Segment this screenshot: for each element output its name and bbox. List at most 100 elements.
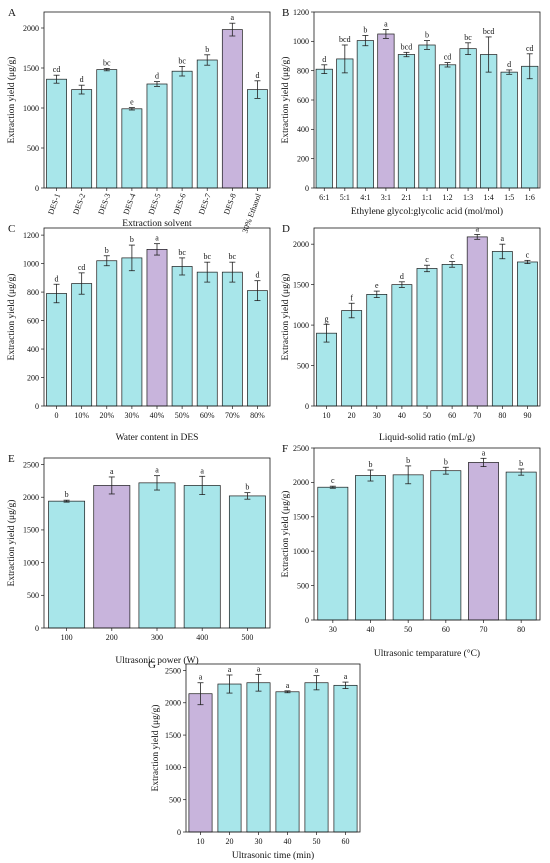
panel-d-bar xyxy=(316,332,337,407)
panel-e-significance-label: a xyxy=(110,467,114,476)
panel-a-plot-frame xyxy=(43,11,271,189)
panel-f-significance-label: b xyxy=(444,457,448,466)
panel-a-bar xyxy=(146,83,168,189)
panel-b-y-tick-label: 600 xyxy=(297,96,309,105)
panel-g-y-tick-label: 2500 xyxy=(165,666,181,675)
panel-e-y-tick-label: 2000 xyxy=(23,493,39,502)
panel-f-y-axis-title: Extraction yield (μg/g) xyxy=(280,491,291,578)
panel-a-bar xyxy=(171,70,193,189)
panel-g-significance-label: a xyxy=(315,666,319,675)
panel-d-y-axis-title: Extraction yield (μg/g) xyxy=(280,274,291,361)
panel-b-significance-label: cd xyxy=(444,53,452,62)
panel-d-letter: D xyxy=(282,223,290,235)
panel-a-x-tick-label: DES-4 xyxy=(122,192,138,216)
panel-e-error-bar xyxy=(63,499,70,503)
panel-a-x-tick-label: DES-1 xyxy=(46,192,62,216)
panel-e-bar xyxy=(228,495,266,629)
panel-g: Ga 10 a 20 a 30 a 40 a 50 a 60 0 500 1000 1500 2000 2500 U… xyxy=(148,659,361,861)
panel-a-significance-label: d xyxy=(80,75,84,84)
panel-d-error-bar xyxy=(373,290,380,298)
panel-a-significance-label: a xyxy=(231,13,235,22)
panel-a-x-axis-title: Extraction solvent xyxy=(122,219,192,229)
panel-a-bar xyxy=(46,78,67,189)
panel-e-significance-label: a xyxy=(155,466,159,475)
panel-c-error-bar xyxy=(53,283,60,304)
panel-a-bar xyxy=(121,108,143,189)
panel-g-significance-label: a xyxy=(257,664,261,673)
panel-b-x-tick-label: 1:3 xyxy=(463,193,473,202)
panel-d-significance-label: c xyxy=(450,252,454,261)
panel-a-x-tick-label: DES-7 xyxy=(197,192,213,216)
panel-f-bar xyxy=(355,475,386,621)
panel-c-significance-label: b xyxy=(105,246,109,255)
panel-g-significance-label: a xyxy=(286,681,290,690)
panel-g-error-bar xyxy=(284,690,291,694)
panel-e-y-tick-label: 1000 xyxy=(23,558,39,567)
panel-g-significance-label: a xyxy=(228,665,232,674)
panel-g-letter: G xyxy=(148,659,156,671)
panel-d-significance-label: g xyxy=(325,314,329,323)
panel-b-x-tick-label: 4:1 xyxy=(360,193,370,202)
panel-c-bar xyxy=(46,293,67,407)
panel-c-error-bar xyxy=(154,243,160,256)
panel-c-error-bar xyxy=(78,272,85,295)
panel-c-x-tick-label: 30% xyxy=(125,411,140,420)
panel-c-y-tick-label: 400 xyxy=(27,345,39,354)
panel-b-x-tick-label: 3:1 xyxy=(381,193,391,202)
panel-a-bar xyxy=(96,69,118,189)
panel-c-y-tick-label: 200 xyxy=(27,373,39,382)
panel-g-x-tick-label: 20 xyxy=(226,837,234,846)
panel-g-bar xyxy=(217,683,242,833)
panel-g-bar xyxy=(188,693,213,833)
panel-c-x-tick-label: 0 xyxy=(55,411,59,420)
panel-a-y-tick-label: 500 xyxy=(27,144,39,153)
panel-c-x-tick-label: 20% xyxy=(99,411,114,420)
panel-d-x-tick-label: 90 xyxy=(523,411,531,420)
panel-b-bar xyxy=(521,65,539,189)
panel-c-error-bar xyxy=(128,244,135,272)
panel-d-x-axis-title: Liquid-solid ratio (mL/g) xyxy=(379,432,475,443)
panel-a-y-tick-label: 0 xyxy=(35,184,39,193)
panel-b-error-bar xyxy=(506,69,513,75)
panel-a-y-axis-title: Extraction yield (μg/g) xyxy=(6,57,17,144)
panel-c-error-bar xyxy=(103,255,110,267)
panel-g-bar xyxy=(304,682,329,833)
panel-c-bar xyxy=(171,266,193,407)
panel-c-significance-label: bc xyxy=(203,252,211,261)
panel-a-error-bar xyxy=(229,22,236,37)
panel-e-y-tick-label: 500 xyxy=(27,591,39,600)
panel-a-significance-label: d xyxy=(155,72,159,81)
panel-b-x-tick-label: 5:1 xyxy=(340,193,350,202)
panel-c-y-tick-label: 800 xyxy=(27,288,39,297)
panel-g-x-axis-title: Ultrasonic time (min) xyxy=(232,850,314,861)
panel-f-error-bar xyxy=(442,466,449,475)
panel-a-significance-label: d xyxy=(255,71,259,80)
panel-a: Acd DES-1 d DES-2 bc DES-3 e DES-4 d DES-5 bc DES-6… xyxy=(6,7,271,234)
panel-f-x-tick-label: 60 xyxy=(442,625,450,634)
panel-c-y-axis-title: Extraction yield (μg/g) xyxy=(6,274,17,361)
panel-a-significance-label: bc xyxy=(178,56,186,65)
panel-c-error-bar xyxy=(179,257,186,276)
panel-e-bar xyxy=(183,485,221,629)
panel-f-significance-label: c xyxy=(331,476,335,485)
panel-b-x-tick-label: 1:4 xyxy=(484,193,494,202)
panel-d-plot-frame xyxy=(313,227,541,407)
panel-e-letter: E xyxy=(8,453,15,465)
panel-c-significance-label: b xyxy=(130,235,134,244)
panel-g-error-bar xyxy=(226,674,233,694)
panel-e-bar xyxy=(138,482,176,629)
panel-c-bar xyxy=(71,283,93,407)
panel-e-x-axis-title: Ultrasonic power (W) xyxy=(115,655,198,666)
panel-c-significance-label: bc xyxy=(229,252,237,261)
panel-d-y-tick-label: 1500 xyxy=(293,280,309,289)
panel-d-x-tick-label: 40 xyxy=(398,411,406,420)
panel-b-error-bar xyxy=(424,40,430,50)
panel-d-significance-label: e xyxy=(375,281,379,290)
panel-g-error-bar xyxy=(255,673,262,692)
panel-e-y-tick-label: 0 xyxy=(35,624,39,633)
panel-f-error-bar xyxy=(480,457,487,467)
panel-g-y-tick-label: 500 xyxy=(169,795,181,804)
panel-c-significance-label: cd xyxy=(78,263,86,272)
panel-d-bar xyxy=(416,268,438,407)
